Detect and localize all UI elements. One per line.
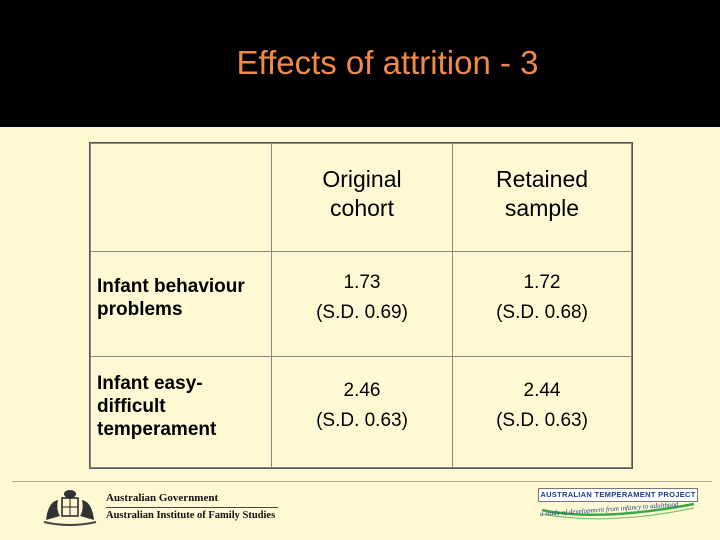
value-cell: 2.44 (S.D. 0.63) xyxy=(452,356,632,468)
row-label: Infant behaviour problems xyxy=(97,276,245,320)
title-bar: Effects of attrition - 3 xyxy=(0,0,720,127)
coat-of-arms-icon xyxy=(43,490,97,526)
original-value: 1.73 (S.D. 0.69) xyxy=(316,272,408,323)
aifs-logo: Australian Government Australian Institu… xyxy=(40,486,280,528)
row-label-cell: Infant easy- difficult temperament xyxy=(90,356,272,468)
slide-title: Effects of attrition - 3 xyxy=(236,44,539,81)
results-table: Original cohort Retained sample Infant b… xyxy=(89,142,633,469)
value-cell: 1.73 (S.D. 0.69) xyxy=(271,251,453,357)
institute-text: Australian Institute of Family Studies xyxy=(106,510,276,521)
table-row: Infant behaviour problems 1.73 (S.D. 0.6… xyxy=(90,251,632,357)
atp-logo: AUSTRALIAN TEMPERAMENT PROJECT a study o… xyxy=(538,488,698,532)
table-header-row: Original cohort Retained sample xyxy=(90,143,632,252)
retained-value: 1.72 (S.D. 0.68) xyxy=(496,272,588,323)
logo-rule xyxy=(106,507,278,508)
footer-divider xyxy=(12,481,712,482)
atp-name: AUSTRALIAN TEMPERAMENT PROJECT xyxy=(538,488,698,502)
original-value: 2.46 (S.D. 0.63) xyxy=(316,380,408,431)
value-cell: 1.72 (S.D. 0.68) xyxy=(452,251,632,357)
header-cell-original: Original cohort xyxy=(271,143,453,252)
swoosh-icon xyxy=(541,502,695,520)
retained-value: 2.44 (S.D. 0.63) xyxy=(496,380,588,431)
value-cell: 2.46 (S.D. 0.63) xyxy=(271,356,453,468)
header-retained-sample: Retained sample xyxy=(495,165,589,221)
header-cell-retained: Retained sample xyxy=(452,143,632,252)
government-text: Australian Government xyxy=(106,492,219,504)
header-cell-empty xyxy=(90,143,272,252)
row-label-cell: Infant behaviour problems xyxy=(90,251,272,357)
table-row: Infant easy- difficult temperament 2.46 … xyxy=(90,356,632,468)
row-label: Infant easy- difficult temperament xyxy=(97,372,217,440)
header-original-cohort: Original cohort xyxy=(322,165,402,221)
